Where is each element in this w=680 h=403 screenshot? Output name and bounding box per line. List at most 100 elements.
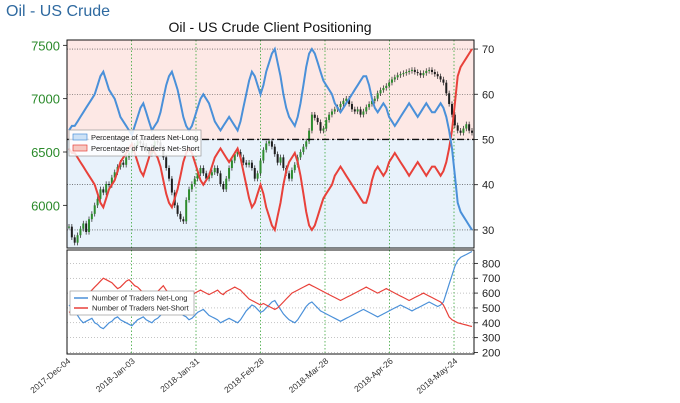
price-candle — [365, 107, 368, 112]
price-candle — [108, 184, 111, 186]
price-candle — [322, 128, 325, 131]
price-candle — [333, 109, 336, 112]
price-candle — [456, 125, 459, 131]
price-candle — [236, 152, 239, 155]
count-tick-label: 200 — [482, 348, 500, 360]
price-candle — [282, 157, 285, 168]
legend-label-short-count: Number of Traders Net-Short — [92, 304, 190, 313]
price-candle — [339, 104, 342, 108]
price-candle — [79, 228, 82, 236]
net-short-count-line — [68, 277, 473, 328]
price-candle — [190, 184, 193, 190]
price-candle — [302, 146, 305, 152]
x-tick-label: 2017-Dec-04 — [28, 356, 72, 395]
x-tick-label: 2018-Apr-26 — [352, 356, 395, 394]
price-candle — [110, 177, 113, 186]
top-legend: Percentage of Traders Net-Long Percentag… — [68, 129, 202, 157]
bottom-legend: Number of Traders Net-Long Number of Tra… — [69, 290, 195, 316]
price-candle — [448, 93, 451, 104]
price-tick-label: 7500 — [31, 38, 60, 53]
price-candle — [410, 69, 413, 71]
price-candle — [465, 124, 468, 129]
price-candle — [450, 104, 453, 115]
price-tick-label: 6500 — [31, 145, 60, 160]
price-candle — [316, 117, 319, 123]
price-candle — [319, 122, 322, 131]
net-long-percent-line — [68, 46, 473, 231]
price-candle — [396, 75, 399, 78]
price-candle — [385, 85, 388, 88]
price-candle — [233, 154, 236, 161]
percent-tick-label: 70 — [482, 44, 494, 56]
net-long-count-line — [68, 250, 473, 330]
price-candle — [273, 146, 276, 155]
price-candle — [376, 93, 379, 99]
price-candle — [88, 219, 91, 232]
price-candle — [328, 114, 331, 120]
price-candle — [342, 100, 345, 104]
price-candle — [176, 205, 179, 214]
price-candle — [105, 184, 108, 193]
price-candle — [125, 157, 128, 165]
percent-lines — [68, 46, 473, 233]
price-candle — [353, 109, 356, 112]
price-candle — [76, 235, 79, 243]
price-candle — [242, 157, 245, 163]
percent-axis: 70 60 50 40 30 — [474, 44, 494, 237]
price-candle — [228, 168, 231, 179]
price-tick-label: 6000 — [31, 198, 60, 213]
price-candle — [468, 124, 471, 131]
chart-title: Oil - US Crude Client Positioning — [168, 19, 371, 35]
price-candle — [348, 98, 351, 104]
price-candle — [196, 173, 199, 179]
count-axis: 800 700 600 500 400 300 200 — [474, 258, 500, 360]
price-candle — [259, 160, 262, 174]
price-candle — [85, 223, 88, 232]
price-candle — [390, 79, 393, 83]
count-tick-label: 500 — [482, 303, 500, 315]
price-candle — [170, 178, 173, 193]
price-candle — [359, 109, 362, 115]
x-tick-label: 2018-Feb-28 — [222, 356, 266, 395]
price-candle — [210, 172, 213, 176]
price-candle — [299, 152, 302, 158]
price-candle — [199, 168, 202, 174]
price-candle — [439, 76, 442, 80]
price-candle — [122, 162, 125, 165]
price-candle — [413, 69, 416, 72]
price-candle — [102, 189, 105, 193]
price-candle — [399, 74, 402, 76]
price-candle — [422, 73, 425, 76]
price-candle — [356, 109, 359, 112]
price-candle — [165, 157, 168, 168]
price-candle — [388, 82, 391, 86]
price-candle — [379, 90, 382, 94]
price-candle — [325, 120, 328, 129]
price-candle — [453, 114, 456, 126]
x-tick-label: 2018-Mar-28 — [287, 356, 331, 395]
price-candle — [93, 205, 96, 214]
percent-tick-label: 40 — [482, 180, 494, 192]
price-candle — [113, 172, 116, 178]
price-candle — [330, 111, 333, 115]
x-tick-label: 2018-Jan-31 — [158, 356, 201, 395]
price-candle — [382, 88, 385, 91]
x-tick-label: 2018-May-24 — [414, 356, 459, 396]
top-legend-box — [68, 129, 202, 157]
count-tick-label: 600 — [482, 288, 500, 300]
price-candle — [290, 170, 293, 179]
price-candle — [245, 162, 248, 165]
price-candle — [462, 128, 465, 133]
price-candle — [248, 162, 251, 165]
price-candle — [268, 141, 271, 144]
percent-tick-label: 30 — [482, 225, 494, 237]
price-axis: 7500 7000 6500 6000 — [31, 38, 67, 213]
legend-label-long-pct: Percentage of Traders Net-Long — [91, 133, 198, 142]
count-tick-label: 300 — [482, 333, 500, 345]
price-candle — [99, 189, 102, 199]
price-candle — [82, 223, 85, 229]
price-candle — [219, 173, 222, 184]
count-tick-label: 800 — [482, 258, 500, 270]
price-candle — [373, 98, 376, 101]
